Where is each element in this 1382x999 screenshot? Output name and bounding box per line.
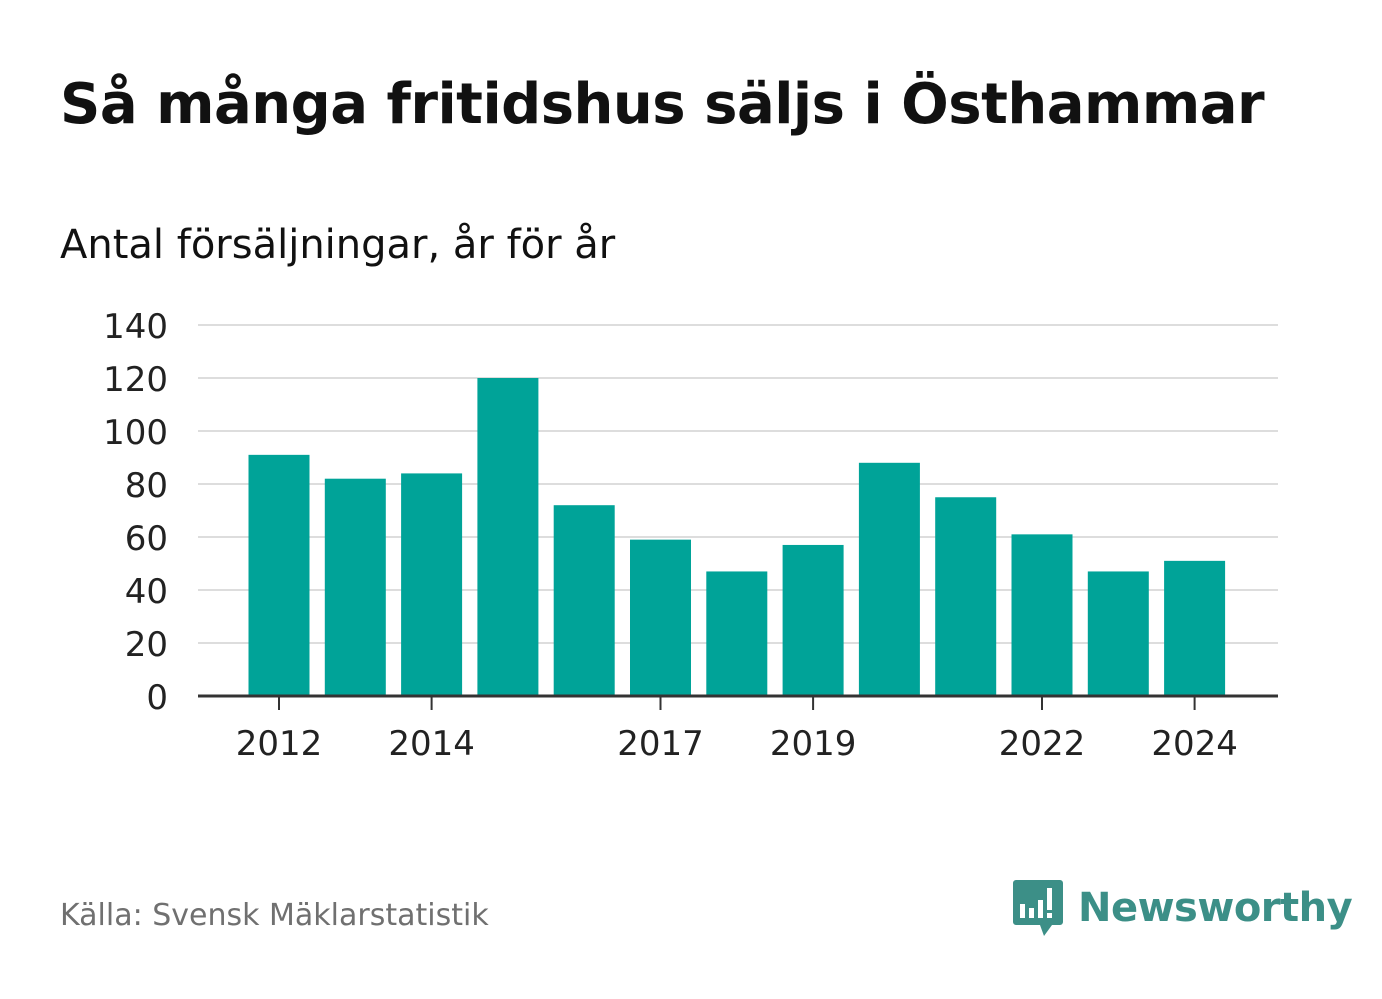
y-tick-label: 140: [103, 307, 168, 347]
x-tick-label: 2014: [388, 724, 475, 764]
bar-2020: [858, 462, 920, 696]
bar-2024: [1164, 560, 1226, 696]
bar-2019: [782, 544, 844, 696]
y-tick-label: 80: [125, 466, 168, 506]
bar-2017: [630, 539, 691, 696]
bar-2012: [248, 454, 310, 696]
y-tick-label: 60: [125, 519, 168, 559]
bar-2014: [401, 473, 463, 696]
newsworthy-logo-icon: [1013, 880, 1063, 936]
bar-2021: [935, 497, 997, 696]
x-tick-label: 2024: [1151, 724, 1238, 764]
bar-2013: [324, 478, 386, 696]
y-tick-label: 20: [125, 625, 168, 665]
x-tick-label: 2022: [999, 724, 1086, 764]
brand-logo: Newsworthy: [1012, 878, 1353, 938]
bar-2015: [477, 378, 539, 696]
chart-subtitle: Antal försäljningar, år för år: [60, 222, 616, 268]
x-axis: [198, 694, 1278, 710]
chart-title: Så många fritidshus säljs i Östhammar: [60, 72, 1265, 137]
bar-2018: [706, 571, 768, 696]
bars: [248, 378, 1226, 696]
x-tick-label: 2019: [770, 724, 857, 764]
x-tick-label: 2012: [236, 724, 323, 764]
y-tick-label: 0: [146, 678, 168, 718]
y-tick-label: 100: [103, 413, 168, 453]
y-tick-label: 120: [103, 360, 168, 400]
bar-2022: [1011, 534, 1073, 696]
bar-2016: [553, 505, 615, 696]
x-tick-label: 2017: [617, 724, 704, 764]
bar-2023: [1087, 571, 1149, 696]
y-axis-labels: 0 20 40 60 80 100 120 140: [103, 307, 168, 718]
source-note: Källa: Svensk Mäklarstatistik: [60, 898, 489, 933]
x-axis-labels: 2012 2014 2017 2019 2022 2024: [236, 724, 1238, 764]
y-tick-label: 40: [125, 572, 168, 612]
brand-name: Newsworthy: [1078, 885, 1353, 931]
